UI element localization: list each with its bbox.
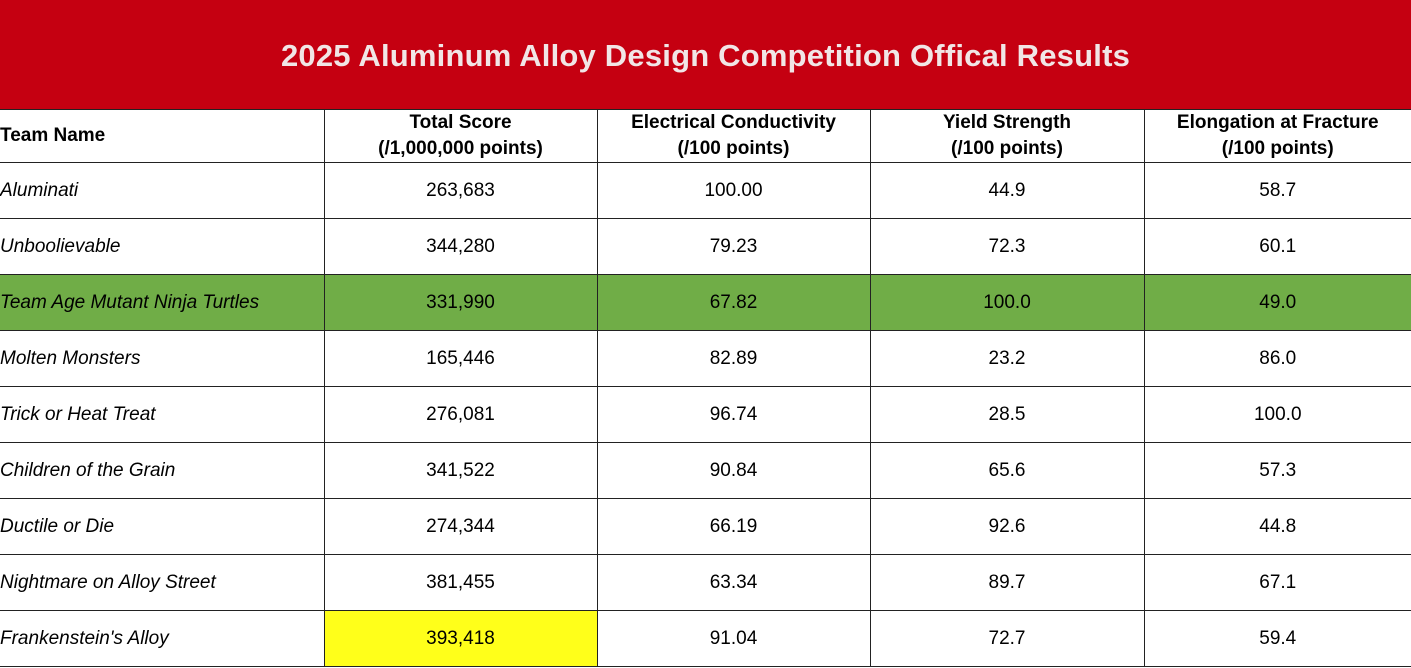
cell-total-score[interactable]: 276,081 [323, 386, 598, 443]
cell-yield-strength[interactable]: 28.5 [869, 386, 1145, 443]
results-table: Team Name Total Score (/1,000,000 points… [0, 109, 1411, 667]
table-row: Children of the Grain 341,522 90.84 65.6… [0, 442, 1411, 499]
header-yield-strength[interactable]: Yield Strength (/100 points) [869, 109, 1145, 163]
cell-team-name[interactable]: Ductile or Die [0, 498, 325, 555]
cell-electrical-conductivity[interactable]: 66.19 [596, 498, 871, 555]
cell-elongation[interactable]: 59.4 [1143, 610, 1411, 667]
cell-yield-strength[interactable]: 89.7 [869, 554, 1145, 611]
header-yield-label: Yield Strength [942, 112, 1072, 133]
cell-total-score[interactable]: 381,455 [323, 554, 598, 611]
header-total-score-label: Total Score [409, 112, 512, 133]
cell-yield-strength[interactable]: 72.3 [869, 218, 1145, 275]
cell-electrical-conductivity[interactable]: 96.74 [596, 386, 871, 443]
cell-electrical-conductivity[interactable]: 90.84 [596, 442, 871, 499]
cell-total-score[interactable]: 165,446 [323, 330, 598, 387]
header-yield-unit: (/100 points) [951, 138, 1063, 159]
cell-team-name[interactable]: Nightmare on Alloy Street [0, 554, 325, 611]
header-elongation-unit: (/100 points) [1221, 138, 1334, 159]
cell-team-name[interactable]: Unboolievable [0, 218, 325, 275]
cell-elongation[interactable]: 100.0 [1143, 386, 1411, 443]
cell-yield-strength[interactable]: 100.0 [869, 274, 1145, 331]
cell-total-score[interactable]: 344,280 [323, 218, 598, 275]
header-conductivity-unit: (/100 points) [677, 138, 790, 159]
cell-total-score[interactable]: 341,522 [323, 442, 598, 499]
table-row-highlighted: Team Age Mutant Ninja Turtles 331,990 67… [0, 274, 1411, 331]
cell-electrical-conductivity[interactable]: 79.23 [596, 218, 871, 275]
cell-electrical-conductivity[interactable]: 100.00 [596, 162, 871, 219]
cell-elongation[interactable]: 67.1 [1143, 554, 1411, 611]
cell-elongation[interactable]: 49.0 [1143, 274, 1411, 331]
cell-yield-strength[interactable]: 44.9 [869, 162, 1145, 219]
header-elongation-label: Elongation at Fracture [1176, 112, 1379, 133]
cell-elongation[interactable]: 86.0 [1143, 330, 1411, 387]
header-conductivity-label: Electrical Conductivity [631, 112, 836, 133]
cell-elongation[interactable]: 57.3 [1143, 442, 1411, 499]
table-row: Nightmare on Alloy Street 381,455 63.34 … [0, 554, 1411, 611]
cell-team-name[interactable]: Frankenstein's Alloy [0, 610, 325, 667]
cell-total-score[interactable]: 263,683 [323, 162, 598, 219]
table-row: Aluminati 263,683 100.00 44.9 58.7 [0, 162, 1411, 219]
cell-team-name[interactable]: Trick or Heat Treat [0, 386, 325, 443]
header-elongation-at-fracture[interactable]: Elongation at Fracture (/100 points) [1143, 109, 1411, 163]
cell-yield-strength[interactable]: 92.6 [869, 498, 1145, 555]
cell-team-name[interactable]: Aluminati [0, 162, 325, 219]
cell-elongation[interactable]: 60.1 [1143, 218, 1411, 275]
header-total-score[interactable]: Total Score (/1,000,000 points) [323, 109, 598, 163]
table-row: Ductile or Die 274,344 66.19 92.6 44.8 [0, 498, 1411, 555]
cell-team-name[interactable]: Molten Monsters [0, 330, 325, 387]
header-electrical-conductivity[interactable]: Electrical Conductivity (/100 points) [596, 109, 871, 163]
cell-team-name[interactable]: Team Age Mutant Ninja Turtles [0, 274, 325, 331]
header-team-name-label: Team Name [0, 125, 106, 146]
header-row: Team Name Total Score (/1,000,000 points… [0, 109, 1411, 163]
table-row: Unboolievable 344,280 79.23 72.3 60.1 [0, 218, 1411, 275]
table-row: Trick or Heat Treat 276,081 96.74 28.5 1… [0, 386, 1411, 443]
cell-team-name[interactable]: Children of the Grain [0, 442, 325, 499]
cell-total-score[interactable]: 331,990 [323, 274, 598, 331]
table-row: Molten Monsters 165,446 82.89 23.2 86.0 [0, 330, 1411, 387]
header-team-name[interactable]: Team Name [0, 109, 325, 163]
cell-yield-strength[interactable]: 23.2 [869, 330, 1145, 387]
cell-yield-strength[interactable]: 65.6 [869, 442, 1145, 499]
header-total-score-unit: (/1,000,000 points) [378, 138, 543, 159]
cell-electrical-conductivity[interactable]: 63.34 [596, 554, 871, 611]
cell-elongation[interactable]: 58.7 [1143, 162, 1411, 219]
cell-electrical-conductivity[interactable]: 67.82 [596, 274, 871, 331]
cell-total-score-highlighted[interactable]: 393,418 [323, 610, 598, 667]
cell-electrical-conductivity[interactable]: 91.04 [596, 610, 871, 667]
cell-elongation[interactable]: 44.8 [1143, 498, 1411, 555]
cell-electrical-conductivity[interactable]: 82.89 [596, 330, 871, 387]
cell-total-score[interactable]: 274,344 [323, 498, 598, 555]
title-banner: 2025 Aluminum Alloy Design Competition O… [0, 0, 1411, 109]
cell-yield-strength[interactable]: 72.7 [869, 610, 1145, 667]
table-row: Frankenstein's Alloy 393,418 91.04 72.7 … [0, 610, 1411, 667]
page-title: 2025 Aluminum Alloy Design Competition O… [280, 37, 1131, 73]
